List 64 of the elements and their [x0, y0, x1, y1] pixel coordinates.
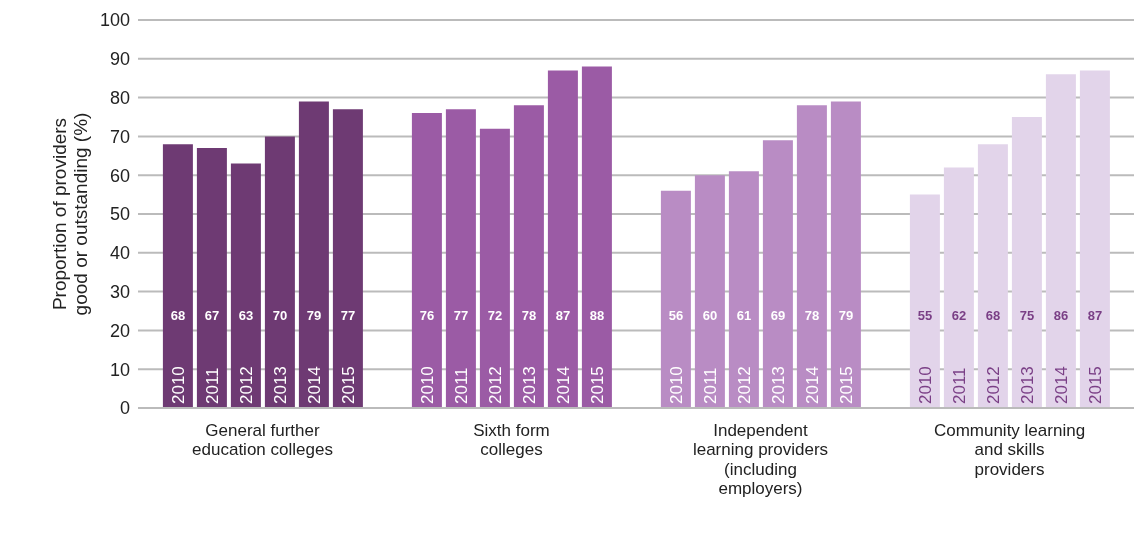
- text: 2013: [1017, 366, 1037, 404]
- data-label: 87: [1087, 308, 1103, 324]
- y-tick-label: 60: [109, 165, 130, 186]
- series-label: 2015: [338, 366, 358, 404]
- data-label: 77: [453, 308, 469, 324]
- y-axis-title: Proportion of providers good or outstanding (%): [48, 112, 92, 316]
- data-label: 76: [419, 308, 435, 324]
- text: 2011: [700, 367, 720, 404]
- series-label: 2011: [202, 367, 222, 404]
- x-tick-label: Community learning and skills providers: [933, 420, 1086, 479]
- text: 2010: [666, 366, 686, 404]
- y-tick-label: 70: [109, 126, 130, 147]
- y-tick-label: 30: [109, 281, 130, 302]
- y-tick-label: 50: [109, 204, 130, 225]
- y-tick-label: 40: [109, 243, 130, 264]
- series-label: 2012: [236, 366, 256, 404]
- data-label: 60: [702, 308, 718, 324]
- y-tick-label: 0: [119, 398, 130, 419]
- text: 2012: [485, 366, 505, 404]
- text: 2014: [1051, 366, 1071, 404]
- data-label: 68: [170, 308, 186, 324]
- text: 2012: [734, 366, 754, 404]
- data-label: 77: [340, 308, 356, 324]
- text: 2013: [768, 366, 788, 404]
- y-tick-label: 80: [109, 87, 130, 108]
- data-label: 69: [770, 308, 786, 324]
- data-label: 79: [838, 308, 854, 324]
- data-label: 56: [668, 308, 684, 324]
- data-label: 88: [589, 308, 605, 324]
- y-tick-label: 20: [109, 320, 130, 341]
- x-tick-label: Independent learning providers (including employers): [692, 420, 829, 499]
- data-label: 86: [1053, 308, 1069, 324]
- text: 2010: [915, 366, 935, 404]
- data-label: 62: [951, 308, 967, 324]
- text: 2010: [417, 366, 437, 404]
- data-label: 79: [306, 308, 322, 324]
- data-label: 78: [804, 308, 820, 324]
- data-label: 78: [521, 308, 537, 324]
- data-label: 70: [272, 308, 288, 324]
- series-label: 2013: [270, 366, 290, 404]
- text: 2011: [451, 367, 471, 404]
- text: 2014: [802, 366, 822, 404]
- x-tick-label: General further education colleges: [192, 420, 333, 460]
- data-label: 87: [555, 308, 571, 324]
- text: 2013: [519, 366, 539, 404]
- series-label: 2014: [304, 366, 324, 404]
- text: 2015: [1085, 366, 1105, 404]
- data-label: 72: [487, 308, 503, 324]
- x-tick-label: Sixth form colleges: [473, 420, 550, 460]
- text: 2011: [949, 367, 969, 404]
- series-label: 2010: [168, 366, 188, 404]
- data-label: 55: [917, 308, 933, 324]
- y-tick-label: 100: [99, 10, 130, 31]
- data-label: 63: [238, 308, 254, 324]
- data-label: 67: [204, 308, 220, 324]
- data-label: 68: [985, 308, 1001, 324]
- y-tick-label: 90: [109, 49, 130, 70]
- data-label: 75: [1019, 308, 1035, 324]
- text: 2015: [587, 366, 607, 404]
- y-tick-label: 10: [109, 359, 130, 380]
- text: 2015: [836, 366, 856, 404]
- text: 2014: [553, 366, 573, 404]
- text: 2012: [983, 366, 1003, 404]
- data-label: 61: [736, 308, 752, 324]
